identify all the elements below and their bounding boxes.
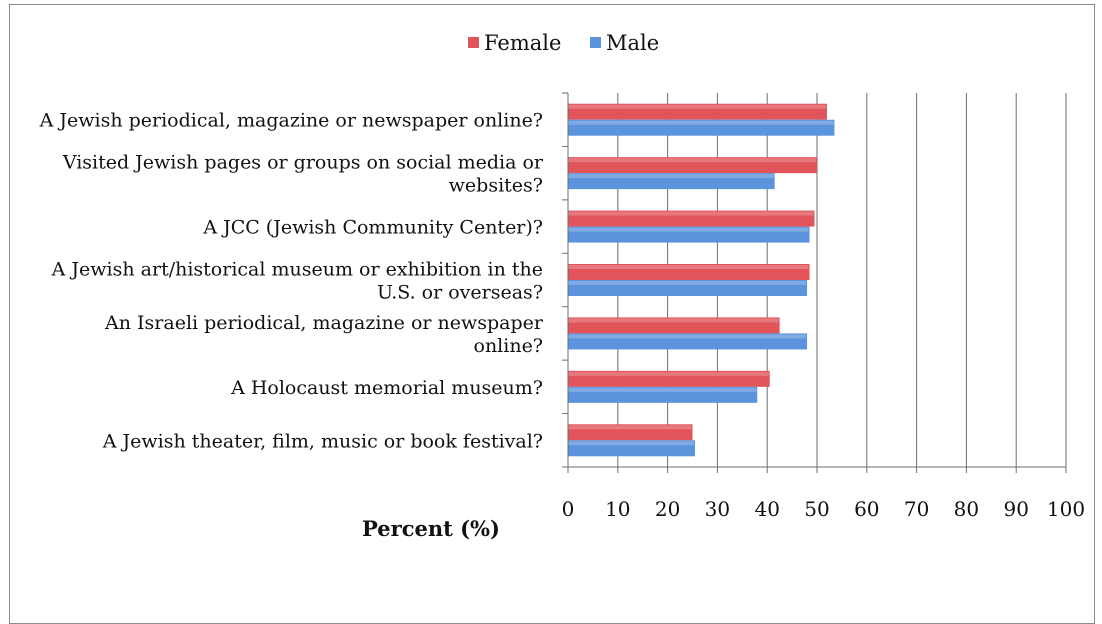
x-axis-title: Percent (%) (362, 516, 500, 541)
bar-male-1 (568, 173, 775, 190)
gridlines (617, 93, 1067, 467)
x-tick-labels: 0 10 20 30 40 50 60 70 80 90 100 (562, 497, 1085, 521)
category-label: Visited Jewish pages or groups on social… (62, 152, 544, 174)
x-tick-label: 30 (705, 497, 730, 521)
bars (568, 103, 835, 457)
category-label: A Jewish art/historical museum or exhibi… (51, 259, 543, 281)
bar-male-6 (568, 440, 695, 457)
bar-male-4 (568, 333, 808, 350)
category-label: online? (474, 335, 544, 357)
x-tick-label: 70 (904, 497, 929, 521)
legend-swatch-female (468, 37, 479, 48)
bar-highlight (568, 387, 757, 392)
x-tick-label: 50 (804, 497, 829, 521)
bar-female-2 (568, 210, 815, 227)
bar-female-1 (568, 157, 817, 174)
bar-female-0 (568, 103, 827, 120)
category-label: A JCC (Jewish Community Center)? (202, 217, 543, 239)
category-label: A Jewish theater, film, music or book fe… (102, 430, 543, 452)
bar-female-4 (568, 317, 780, 334)
bar-male-5 (568, 386, 758, 403)
x-tick-label: 10 (605, 497, 630, 521)
bar-highlight (568, 371, 769, 376)
legend-label-female: Female (484, 31, 561, 55)
category-label: A Jewish periodical, magazine or newspap… (39, 110, 543, 132)
category-label: A Holocaust memorial museum? (230, 377, 543, 399)
category-labels: A Jewish periodical, magazine or newspap… (39, 110, 544, 453)
bar-male-2 (568, 226, 810, 243)
bar-male-3 (568, 280, 808, 296)
legend-label-male: Male (606, 31, 659, 55)
legend-swatch-male (590, 37, 601, 48)
x-tick-label: 40 (754, 497, 779, 521)
bar-female-5 (568, 370, 770, 387)
bar-highlight (568, 227, 809, 232)
x-tick-label: 100 (1047, 497, 1085, 521)
x-tick-label: 0 (562, 497, 575, 521)
bar-female-6 (568, 424, 693, 441)
bar-male-0 (568, 119, 835, 136)
x-tick-label: 60 (854, 497, 879, 521)
category-label: U.S. or overseas? (377, 282, 543, 304)
bar-highlight (568, 120, 834, 125)
x-tick-label: 80 (954, 497, 979, 521)
bar-female-3 (568, 264, 810, 280)
legend: Female Male (468, 31, 659, 55)
bar-highlight (568, 425, 692, 430)
axes (562, 92, 1067, 473)
bar-highlight (568, 104, 826, 109)
x-tick-label: 20 (655, 497, 680, 521)
bar-highlight (568, 281, 807, 285)
bar-highlight (568, 265, 809, 269)
bar-highlight (568, 158, 816, 163)
chart-frame (9, 4, 1095, 624)
x-tick-label: 90 (1003, 497, 1028, 521)
bar-highlight (568, 211, 814, 216)
bar-highlight (568, 441, 694, 446)
bar-highlight (568, 318, 779, 323)
bar-chart: Female Male A Jewish periodical, magazine… (39, 31, 1085, 541)
bar-highlight (568, 174, 774, 179)
category-label: websites? (449, 175, 543, 197)
bar-highlight (568, 334, 807, 339)
category-label: An Israeli periodical, magazine or newsp… (104, 312, 544, 334)
